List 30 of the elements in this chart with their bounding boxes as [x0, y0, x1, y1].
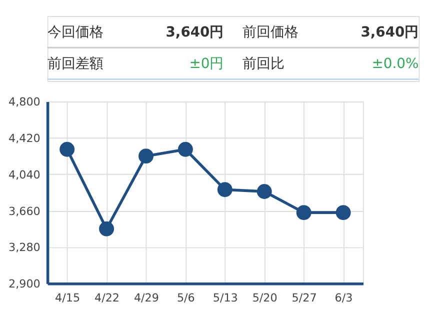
y-tick-label: 4,420 — [8, 132, 40, 146]
point — [99, 221, 114, 236]
y-tick-label: 3,660 — [8, 204, 40, 218]
y-tick-label: 2,900 — [8, 278, 40, 291]
y-tick-label: 3,280 — [8, 241, 40, 254]
x-tick-label: 4/22 — [94, 292, 120, 305]
text: 前回比 — [242, 56, 284, 72]
point — [296, 205, 312, 220]
y-tick-label: 4,040 — [8, 168, 40, 182]
text: ±0.0% — [372, 56, 419, 72]
x-tick-label: 5/27 — [292, 292, 317, 305]
text: 今回価格 — [47, 24, 104, 40]
point — [217, 182, 232, 198]
x-tick-label: 5/20 — [252, 292, 278, 305]
x-tick-label: 5/6 — [176, 292, 195, 305]
point — [138, 148, 154, 164]
point — [336, 205, 351, 220]
x-tick-label: 5/13 — [212, 292, 238, 305]
text: ±0円 — [189, 56, 224, 72]
text: 3,640円 — [166, 24, 224, 40]
x-tick-label: 4/29 — [134, 292, 159, 305]
point — [178, 142, 193, 157]
point — [256, 184, 272, 199]
x-tick-label: 6/3 — [334, 292, 353, 305]
text: 前回差額 — [47, 56, 104, 72]
y-tick-label: 4,800 — [8, 96, 40, 109]
x-tick-label: 4/15 — [55, 292, 80, 305]
point — [60, 142, 75, 157]
text: 3,640円 — [360, 24, 419, 40]
text: 前回価格 — [242, 24, 298, 40]
